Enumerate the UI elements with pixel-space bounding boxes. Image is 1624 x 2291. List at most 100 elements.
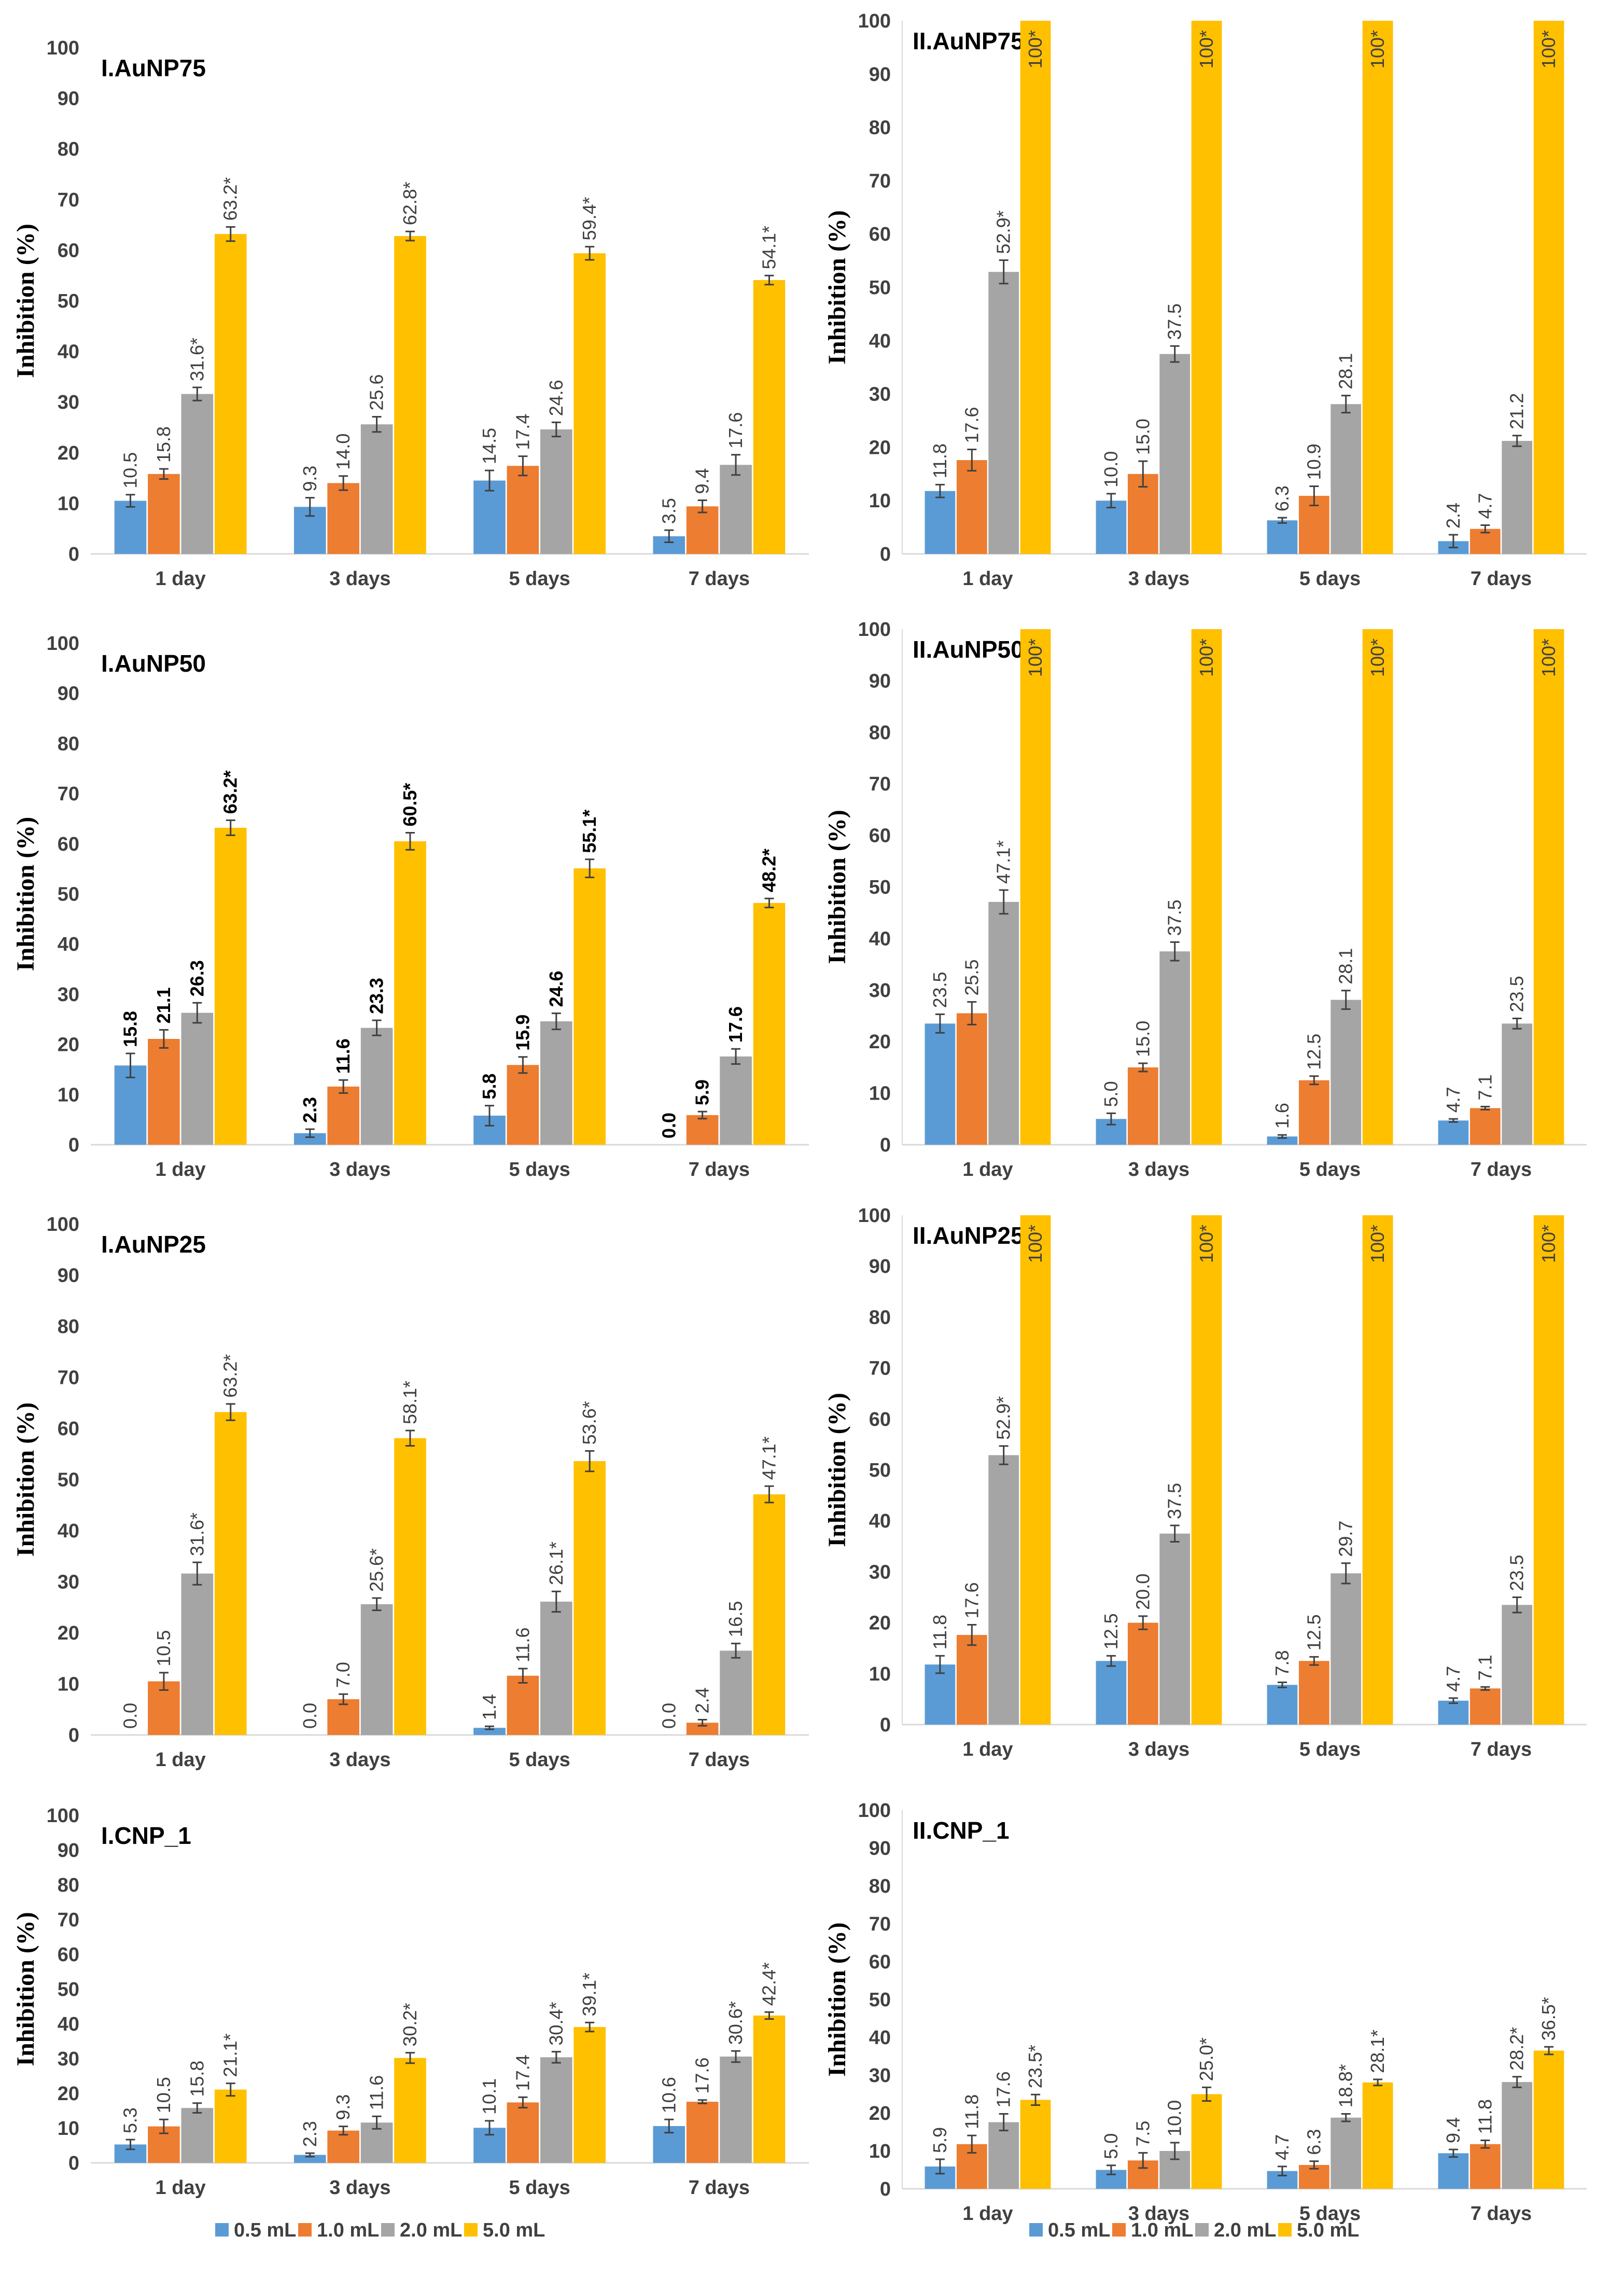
bar-5-0-ml-3-days [394,236,426,554]
data-label: 100* [1196,1225,1217,1263]
data-label: 25.6* [366,1548,387,1592]
y-tick-label: 90 [58,88,79,110]
data-label: 15.8 [153,426,174,463]
data-label: 17.6 [961,407,982,443]
data-label: 7.1 [1474,1074,1495,1100]
chart-i-cnp-1: 0 10 20 30 40 50 60 70 80 90 100 Inhibition (%) I.CN… [12,1805,809,2199]
data-label: 11.8 [961,2094,982,2129]
bar-2-0-ml-3-days [360,1604,393,1735]
data-label: 36.5* [1538,1997,1559,2040]
data-label: 5.9 [692,1079,713,1105]
y-tick-label: 70 [869,1358,891,1380]
data-label: 4.7 [1474,493,1495,519]
data-label: 11.6 [512,1628,533,1662]
data-label: 26.1* [545,1542,567,1585]
error-bar [125,2139,135,2150]
data-label: 12.5 [1303,1614,1324,1650]
x-category-label: 7 days [689,568,750,590]
error-bar [405,832,415,851]
bar-2-0-ml-3-days [360,1028,393,1145]
bar-1-0-ml-1-day [956,1013,987,1145]
y-tick-label: 0 [880,544,891,565]
data-label: 100* [1025,30,1046,68]
bar-5-0-ml-7-days [1533,629,1564,1145]
x-category-label: 5 days [509,2177,570,2199]
data-label: 100* [1196,30,1217,68]
y-tick-label: 40 [869,928,891,950]
panel-title: II.AuNP75 [913,27,1024,54]
data-label: 26.3 [186,960,207,996]
error-bar [226,2082,235,2097]
data-label: 10.5 [153,1630,174,1667]
data-label: 7.0 [332,1662,354,1688]
bar-5-0-ml-7-days [753,1494,786,1735]
error-bar [192,1002,202,1024]
error-bar [159,1029,169,1049]
y-tick-label: 90 [58,1840,79,1862]
error-bar [1512,2076,1522,2088]
data-label: 37.5 [1164,303,1185,340]
error-bar [1031,2093,1041,2106]
bar-1-0-ml-7-days [686,1115,719,1145]
data-label: 15.8 [120,1011,141,1047]
error-bar [405,230,415,242]
bar-2-0-ml-3-days [1159,951,1191,1145]
y-tick-label: 10 [58,1084,79,1106]
error-bar [731,1048,741,1065]
legend-label: 0.5 mL [1048,2219,1110,2241]
y-tick-label: 80 [869,1307,891,1328]
bar-2-0-ml-7-days [720,465,752,554]
y-tick-label: 90 [58,1265,79,1287]
y-tick-label: 20 [58,1622,79,1644]
x-category-label: 3 days [1128,1159,1189,1181]
chart-legend: 0.5 mL 1.0 mL 2.0 mL 5.0 mL 0.5 mL 1.0 mL 2.0 … [215,2219,1359,2241]
x-category-label: 7 days [1471,1739,1532,1760]
legend-item-2-0-ml: 2.0 mL [1195,2219,1276,2241]
x-category-label: 3 days [329,1749,390,1771]
y-tick-label: 10 [869,1663,891,1685]
x-category-label: 5 days [1299,568,1361,590]
y-axis-title: Inhibition (%) [12,1912,39,2066]
error-bar [1277,1681,1287,1688]
y-tick-label: 70 [869,773,891,795]
y-tick-label: 60 [869,1951,891,1973]
error-bar [1480,1686,1490,1691]
data-label: 17.6 [692,2058,713,2094]
legend-item-5-0-ml: 5.0 mL [464,2219,545,2241]
error-bar [1544,2046,1554,2056]
legend-item-2-0-ml: 2.0 mL [381,2219,462,2241]
bar-5-0-ml-5-days [1362,629,1393,1145]
error-bar [518,2096,528,2108]
legend-swatch [1195,2223,1209,2237]
data-label: 24.6 [545,971,567,1007]
error-bar [967,2134,977,2154]
data-label: 54.1* [758,226,779,269]
error-bar [226,819,235,836]
y-tick-label: 60 [58,834,79,855]
bar-1-0-ml-5-days [1298,1080,1329,1145]
y-axis-title: Inhibition (%) [823,1922,851,2076]
error-bar [159,2118,169,2134]
data-label: 10.1 [479,2078,500,2115]
x-category-label: 3 days [329,1159,390,1181]
x-category-label: 7 days [1471,568,1532,590]
bar-5-0-ml-7-days [753,902,786,1145]
bar-0-5-ml-7-days [1438,1700,1469,1725]
y-tick-label: 70 [58,1367,79,1389]
data-label: 6.3 [1271,485,1293,511]
y-tick-label: 50 [58,1469,79,1491]
data-label: 5.3 [120,2107,141,2133]
error-bar [551,1012,561,1031]
data-label: 15.0 [1132,1021,1153,1057]
error-bar [339,2126,348,2136]
bar-2-0-ml-5-days [540,1601,572,1735]
bar-1-0-ml-7-days [686,1723,719,1735]
bar-2-0-ml-3-days [1159,354,1191,554]
data-label: 9.3 [299,466,320,492]
error-bar [518,455,528,477]
bar-5-0-ml-1-day [1020,629,1051,1145]
data-label: 53.6* [579,1401,600,1445]
y-tick-label: 100 [47,1214,79,1235]
bar-2-0-ml-5-days [1331,2117,1362,2189]
error-bar [967,1001,977,1025]
